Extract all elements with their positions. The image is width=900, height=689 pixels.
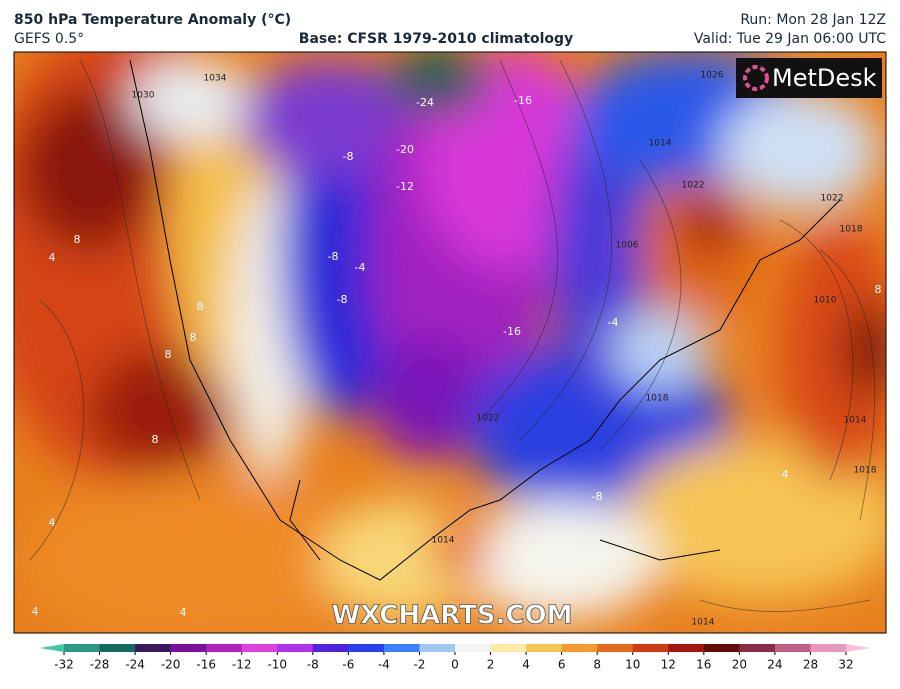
colorbar-segment — [64, 644, 101, 652]
colorbar-tick-label: 8 — [593, 658, 601, 672]
colorbar-segment — [455, 644, 492, 652]
anomaly-label: -12 — [396, 180, 414, 193]
anomaly-label: 4 — [49, 251, 56, 264]
colorbar-tick-label: 32 — [838, 658, 853, 672]
anomaly-label: 8 — [74, 233, 81, 246]
anomaly-label: 4 — [180, 606, 187, 619]
title: 850 hPa Temperature Anomaly (°C) — [14, 12, 291, 28]
colorbar-tick-label: -8 — [307, 658, 319, 672]
anomaly-label: -4 — [608, 316, 619, 329]
pressure-label: 1014 — [692, 618, 715, 628]
run: Run: Mon 28 Jan 12Z — [740, 12, 886, 28]
pressure-contours — [29, 59, 876, 612]
colorbar-segment — [774, 644, 811, 652]
pressure-label: 1034 — [204, 74, 227, 84]
coastlines — [129, 59, 841, 581]
colorbar-tick-label: -20 — [161, 658, 181, 672]
anomaly-label: -16 — [503, 325, 521, 338]
colorbar-tick-label: -10 — [267, 658, 287, 672]
colorbar-segment — [348, 644, 385, 652]
map — [14, 52, 886, 633]
colorbar-segment — [241, 644, 278, 652]
colorbar-high-end — [846, 644, 870, 652]
colorbar-tick-label: 16 — [696, 658, 711, 672]
colorbar-segment — [419, 644, 456, 652]
pressure-label: 1022 — [682, 181, 705, 191]
anomaly-label: 8 — [165, 348, 172, 361]
colorbar-segment — [490, 644, 527, 652]
anomaly-label: 4 — [782, 468, 789, 481]
pressure-label: 1014 — [432, 536, 455, 546]
anomaly-label: -8 — [337, 293, 348, 306]
anomaly-label: -8 — [328, 250, 339, 263]
colorbar-low-end — [40, 644, 64, 652]
valid: Valid: Tue 29 Jan 06:00 UTC — [694, 31, 886, 47]
colorbar-segment — [277, 644, 314, 652]
colorbar-tick-label: -2 — [413, 658, 425, 672]
colorbar-segment — [668, 644, 705, 652]
pressure-label: 1010 — [814, 296, 837, 306]
logo-box — [736, 58, 882, 98]
model: GEFS 0.5° — [14, 31, 84, 47]
colorbar-tick-label: -28 — [90, 658, 110, 672]
anomaly-label: -8 — [343, 150, 354, 163]
colorbar-segment — [312, 644, 349, 652]
pressure-label: 1018 — [646, 394, 669, 404]
colorbar-tick-label: -12 — [232, 658, 252, 672]
colorbar-segment — [99, 644, 136, 652]
pressure-label: 1030 — [132, 91, 155, 101]
colorbar-tick-label: -6 — [342, 658, 354, 672]
anomaly-label: 8 — [197, 300, 204, 313]
pressure-label: 1022 — [821, 194, 844, 204]
colorbar-tick-label: 0 — [451, 658, 459, 672]
pressure-label: 1014 — [844, 416, 867, 426]
colorbar-segment — [206, 644, 243, 652]
colorbar-segment — [561, 644, 598, 652]
anomaly-label: 4 — [32, 605, 39, 618]
colorbar-tick-label: -24 — [125, 658, 145, 672]
colorbar-tick-label: 4 — [522, 658, 530, 672]
colorbar-segment — [632, 644, 669, 652]
logo-icon — [743, 65, 769, 91]
colorbar-segment — [739, 644, 776, 652]
anomaly-label: 8 — [875, 283, 882, 296]
colorbar-segment — [597, 644, 634, 652]
colorbar-tick-label: -32 — [54, 658, 74, 672]
colorbar-segment — [135, 644, 172, 652]
anomaly-label: 8 — [152, 433, 159, 446]
colorbar-segment — [383, 644, 420, 652]
colorbar-tick-label: 10 — [625, 658, 640, 672]
colorbar-segment — [170, 644, 207, 652]
colorbar-tick-label: 2 — [487, 658, 495, 672]
colorbar-segment — [810, 644, 847, 652]
colorbar-segment — [703, 644, 740, 652]
watermark: WXCHARTS.COM — [331, 601, 572, 631]
pressure-label: 1018 — [854, 466, 877, 476]
map-frame — [13, 51, 887, 634]
colorbar-tick-label: -16 — [196, 658, 216, 672]
anomaly-label: 8 — [190, 331, 197, 344]
colorbar-tick-label: -4 — [378, 658, 390, 672]
anomaly-label: -16 — [514, 94, 532, 107]
pressure-label: 1026 — [701, 71, 724, 81]
pressure-label: 1006 — [616, 241, 639, 251]
base: Base: CFSR 1979-2010 climatology — [299, 31, 573, 47]
pressure-label: 1014 — [649, 139, 672, 149]
logo: MetDesk — [772, 64, 877, 92]
anomaly-label: -20 — [396, 143, 414, 156]
anomaly-label: -4 — [355, 261, 366, 274]
pressure-label: 1022 — [477, 414, 500, 424]
anomaly-label: 4 — [49, 516, 56, 529]
colorbar-tick-label: 20 — [732, 658, 747, 672]
colorbar-tick-label: 24 — [767, 658, 782, 672]
anomaly-label: -24 — [416, 96, 434, 109]
anomaly-label: -8 — [592, 490, 603, 503]
pressure-label: 1018 — [840, 225, 863, 235]
colorbar-tick-label: 28 — [803, 658, 818, 672]
colorbar-segment — [526, 644, 563, 652]
colorbar-tick-label: 12 — [661, 658, 676, 672]
colorbar-tick-label: 6 — [558, 658, 566, 672]
